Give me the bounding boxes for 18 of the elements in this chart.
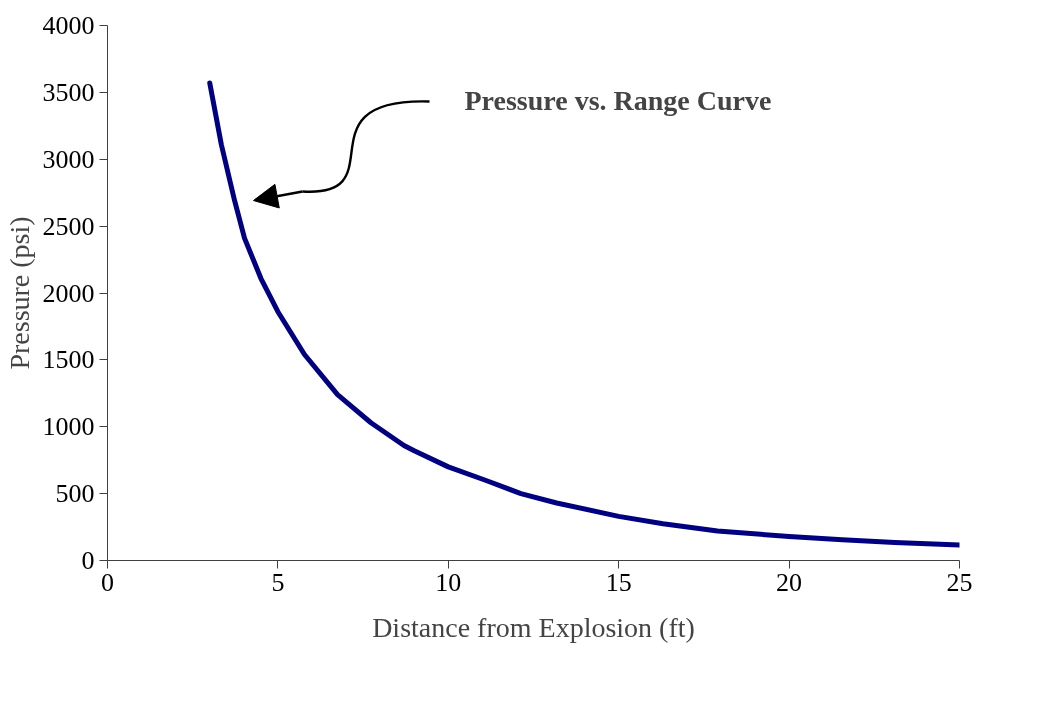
- x-tick-label: 5: [271, 567, 285, 597]
- y-tick-label: 1000: [42, 412, 95, 442]
- y-tick-label: 500: [55, 479, 95, 509]
- annotation: Pressure vs. Range Curve: [464, 84, 772, 116]
- y-axis-title: Pressure (psi): [3, 216, 35, 370]
- y-tick-label: 1500: [42, 345, 95, 375]
- x-tick-label: 20: [776, 567, 803, 597]
- y-tick-label: 2000: [42, 278, 95, 308]
- x-tick-label: 15: [605, 567, 632, 597]
- y-tick-label: 3000: [42, 144, 95, 174]
- x-axis-title: Distance from Explosion (ft): [372, 611, 695, 643]
- y-tick-label: 2500: [42, 211, 95, 241]
- x-tick-label: 10: [435, 567, 462, 597]
- x-tick-label: 0: [101, 567, 114, 597]
- x-tick-label: 25: [946, 567, 973, 597]
- y-tick-label: 4000: [42, 11, 95, 40]
- y-tick-label: 3500: [42, 77, 95, 107]
- y-tick-label: 0: [81, 546, 95, 575]
